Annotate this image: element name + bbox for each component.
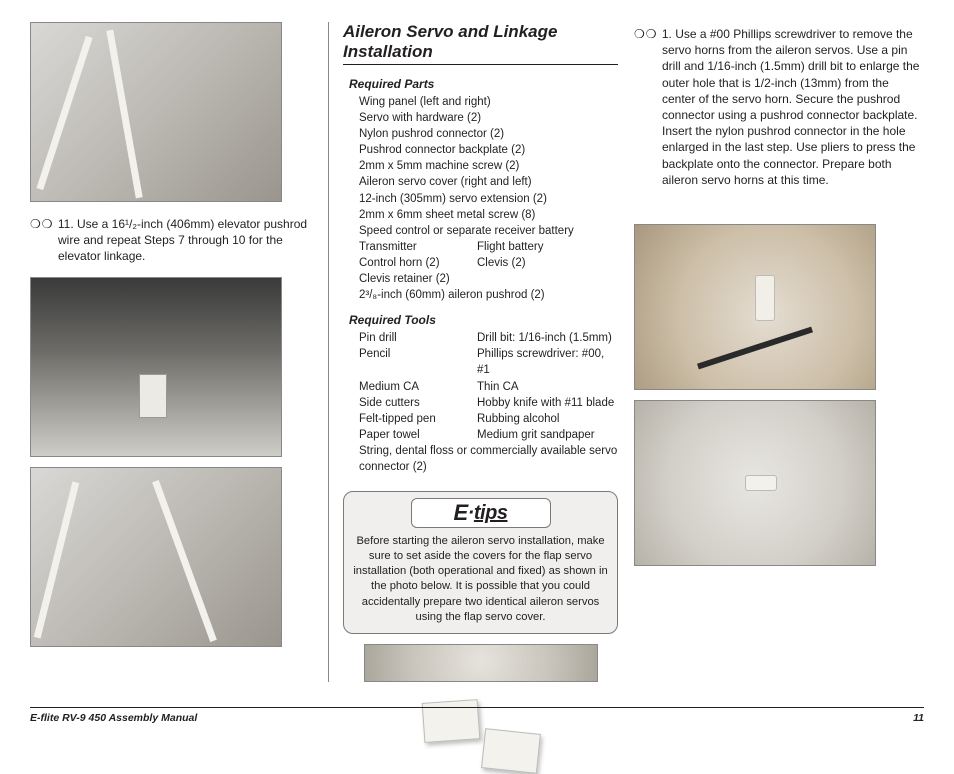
tool-left: Felt-tipped pen [359,411,477,427]
part-item: 2³/₈-inch (60mm) aileron pushrod (2) [359,287,618,303]
tool-left: Medium CA [359,379,477,395]
tool-row: PencilPhillips screwdriver: #00, #1 [359,346,618,378]
part-item: Servo with hardware (2) [359,110,618,126]
required-tools-heading: Required Tools [349,313,618,327]
tool-row: Side cuttersHobby knife with #11 blade [359,395,618,411]
part-item: Nylon pushrod connector (2) [359,126,618,142]
part-item: Speed control or separate receiver batte… [359,223,618,239]
page-footer: E-flite RV-9 450 Assembly Manual 11 [30,707,924,724]
photo-servo-bay-wiring [30,467,282,647]
part-right: Flight battery [477,239,543,255]
tool-right: Phillips screwdriver: #00, #1 [477,346,618,378]
checkbox-icon: ❍❍ [634,27,662,41]
photo-servo-covers [364,644,598,682]
part-row: Control horn (2)Clevis (2) [359,255,618,271]
e-tips-box: E·tips Before starting the aileron servo… [343,491,618,634]
step-1-body: 1. Use a #00 Phillips screwdriver to rem… [662,27,920,187]
checkbox-icon: ❍❍ [30,217,58,231]
part-item: 12-inch (305mm) servo extension (2) [359,191,618,207]
part-left: Control horn (2) [359,255,477,271]
e-tips-text: Before starting the aileron servo instal… [352,534,609,625]
tool-right: Hobby knife with #11 blade [477,395,614,411]
column-2: Aileron Servo and Linkage Installation R… [328,22,618,682]
tool-left: Side cutters [359,395,477,411]
required-tools-list: Pin drillDrill bit: 1/16-inch (1.5mm) Pe… [359,330,618,475]
tool-left: Pencil [359,346,477,378]
tool-row: Felt-tipped penRubbing alcohol [359,411,618,427]
part-left: Transmitter [359,239,477,255]
part-right: Clevis (2) [477,255,526,271]
part-item: 2mm x 6mm sheet metal screw (8) [359,207,618,223]
e-tips-logo: E·tips [411,498,551,528]
tool-row: Pin drillDrill bit: 1/16-inch (1.5mm) [359,330,618,346]
photo-drill-servo-horn [634,224,876,390]
tool-row: Paper towelMedium grit sandpaper [359,427,618,443]
section-title: Aileron Servo and Linkage Installation [343,22,618,65]
step-1-text: ❍❍ 1. Use a #00 Phillips screwdriver to … [634,26,924,188]
tool-right: Drill bit: 1/16-inch (1.5mm) [477,330,612,346]
footer-manual-title: E-flite RV-9 450 Assembly Manual [30,712,197,724]
step-11-body: 11. Use a 16¹/₂-inch (406mm) elevator pu… [58,217,307,263]
photo-elevator-servo-bay [30,22,282,202]
tool-right: Rubbing alcohol [477,411,559,427]
column-3: ❍❍ 1. Use a #00 Phillips screwdriver to … [634,22,924,682]
tool-left: Paper towel [359,427,477,443]
photo-elevator-linkage [30,277,282,457]
column-1: ❍❍ 11. Use a 16¹/₂-inch (406mm) elevator… [30,22,312,682]
required-parts-list: Wing panel (left and right) Servo with h… [359,94,618,303]
tool-right: Thin CA [477,379,519,395]
tool-row: Medium CAThin CA [359,379,618,395]
part-item: 2mm x 5mm machine screw (2) [359,158,618,174]
tool-item: String, dental floss or commercially ava… [359,443,618,475]
part-item: Wing panel (left and right) [359,94,618,110]
step-11-text: ❍❍ 11. Use a 16¹/₂-inch (406mm) elevator… [30,216,312,265]
tool-left: Pin drill [359,330,477,346]
part-item: Aileron servo cover (right and left) [359,174,618,190]
required-parts-heading: Required Parts [349,77,618,91]
footer-page-number: 11 [913,712,924,724]
cover-piece-icon [481,728,541,774]
page-columns: ❍❍ 11. Use a 16¹/₂-inch (406mm) elevator… [30,22,924,682]
part-item: Clevis retainer (2) [359,271,618,287]
photo-pushrod-connector [634,400,876,566]
part-row: TransmitterFlight battery [359,239,618,255]
tool-right: Medium grit sandpaper [477,427,595,443]
part-item: Pushrod connector backplate (2) [359,142,618,158]
